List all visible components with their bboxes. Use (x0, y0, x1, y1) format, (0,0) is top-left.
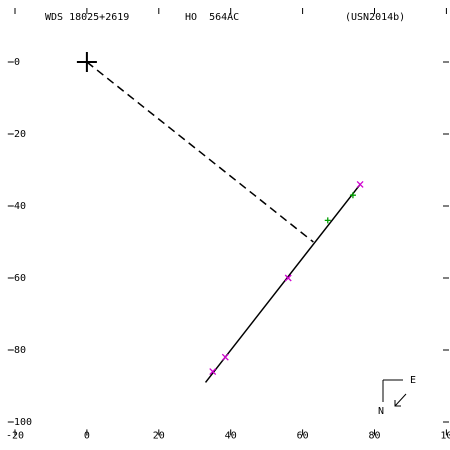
primary-star (76, 52, 97, 72)
observation (324, 217, 331, 224)
observation (221, 353, 229, 361)
x-tick-label: 10 (440, 430, 450, 441)
observation (356, 180, 364, 188)
y-tick-label: -60 (8, 273, 26, 284)
name-label: HO 564AC (185, 12, 239, 23)
y-tick-label: -100 (8, 417, 32, 428)
observation (284, 274, 292, 282)
y-tick-label: -0 (8, 57, 20, 68)
observation (209, 368, 217, 376)
x-tick-label: 80 (368, 430, 380, 441)
compass-arrow (394, 400, 401, 407)
y-tick-label: -80 (8, 345, 26, 356)
compass-n: N (378, 406, 384, 417)
fit-line (204, 183, 361, 383)
y-tick-label: -20 (8, 129, 26, 140)
y-tick-label: -40 (8, 201, 26, 212)
x-tick-label: 20 (153, 430, 165, 441)
x-tick-label: -20 (6, 430, 24, 441)
ref-label: (USN2014b) (345, 12, 405, 23)
x-tick-label: 60 (297, 430, 309, 441)
compass-arrow (394, 393, 407, 407)
x-tick-label: 0 (84, 430, 90, 441)
compass-e: E (410, 375, 416, 386)
wds-label: WDS 18025+2619 (45, 12, 129, 23)
x-tick-label: 40 (225, 430, 237, 441)
observation (349, 192, 356, 199)
dashed-line (86, 61, 314, 243)
compass (382, 379, 407, 407)
